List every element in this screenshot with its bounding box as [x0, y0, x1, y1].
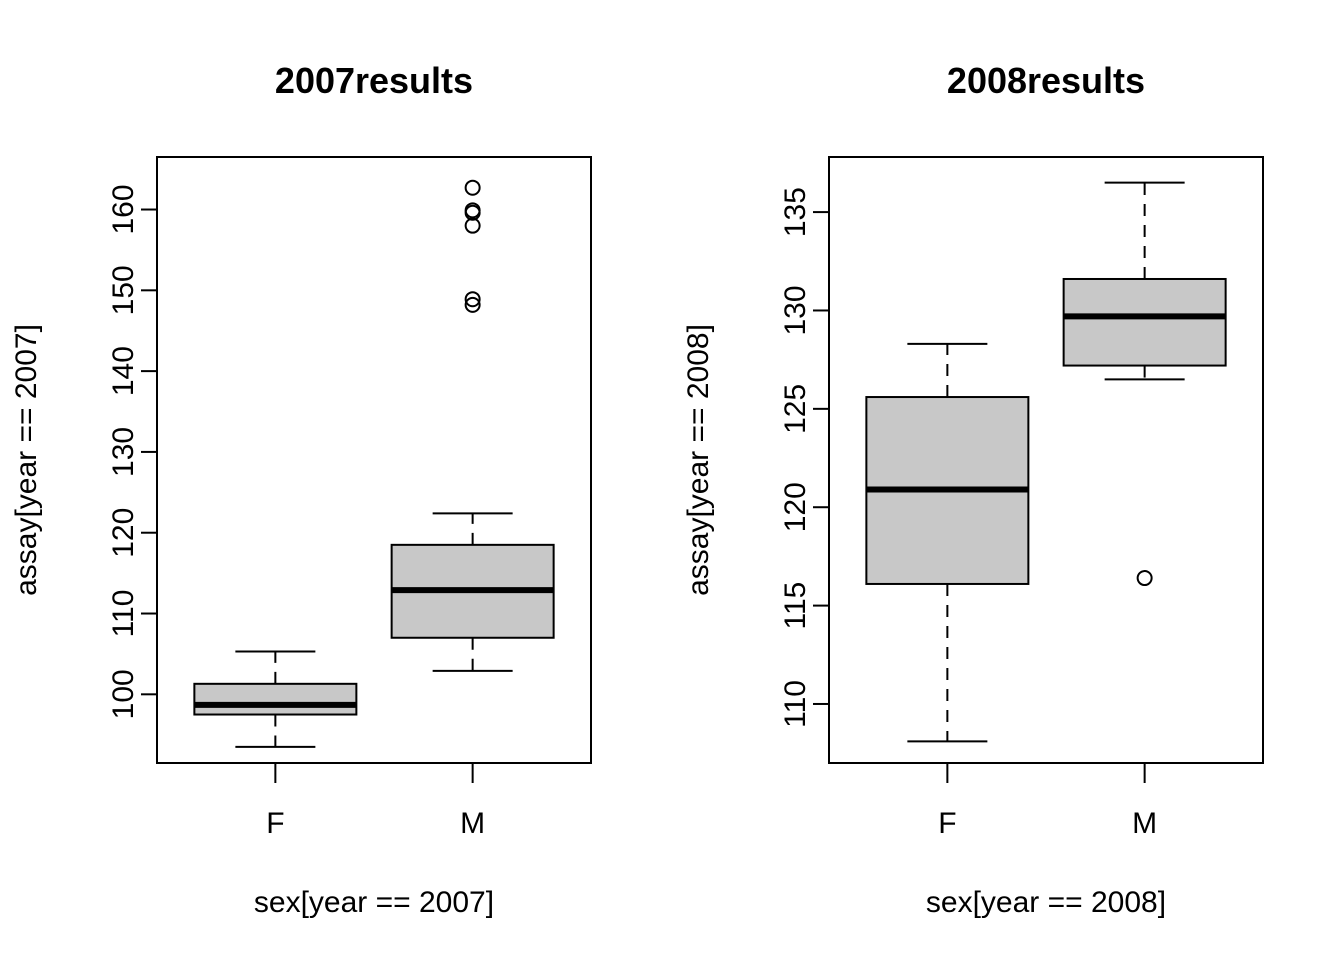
boxplot-panel-2007: 2007results 100 110 120 130 140 150 160 F M sex[…	[10, 60, 592, 919]
y-axis-label: assay[year == 2007]	[10, 324, 43, 596]
box-M	[1062, 181, 1227, 587]
plot-area: 100 110 120 130 140 150 160 F M	[107, 156, 592, 840]
box-F	[865, 342, 1030, 743]
y-tick-label: 130	[779, 285, 812, 335]
outlier-point	[464, 179, 481, 196]
x-axis-label: sex[year == 2008]	[926, 886, 1166, 919]
outlier-point	[1136, 570, 1153, 587]
y-tick-label: 135	[779, 187, 812, 237]
y-tick-label: 115	[779, 582, 812, 630]
boxplot-panel-2008: 2008results 110 115 120 125 130 135 F M sex[yea…	[682, 60, 1264, 919]
y-tick-label: 100	[107, 669, 140, 719]
y-tick-label: 125	[779, 384, 812, 434]
y-axis-label: assay[year == 2008]	[682, 324, 715, 596]
outlier-point	[464, 291, 481, 308]
box-iqr	[1062, 277, 1227, 367]
outlier-point	[464, 296, 481, 313]
y-tick-label: 120	[779, 482, 812, 532]
x-tick-label: F	[938, 807, 956, 840]
y-tick-label: 150	[107, 265, 140, 315]
y-tick-label: 110	[107, 590, 140, 638]
plot-frame	[828, 156, 1264, 764]
y-tick-label: 160	[107, 184, 140, 234]
x-tick-label: M	[1132, 807, 1157, 840]
box-F	[193, 650, 358, 748]
y-tick-label: 130	[107, 427, 140, 477]
outlier-point	[464, 217, 481, 234]
plot-area: 110 115 120 125 130 135 F M	[779, 156, 1264, 840]
box-iqr	[193, 682, 358, 716]
plot-frame	[156, 156, 592, 764]
y-tick-label: 140	[107, 346, 140, 396]
y-tick-label: 120	[107, 508, 140, 558]
x-tick-label: M	[460, 807, 485, 840]
x-axis-label: sex[year == 2007]	[254, 886, 494, 919]
y-tick-label: 110	[779, 680, 812, 728]
outlier-point	[464, 202, 481, 219]
x-tick-label: F	[266, 807, 284, 840]
box-M	[390, 179, 555, 672]
chart-title: 2007results	[275, 60, 473, 101]
chart-title: 2008results	[947, 60, 1145, 101]
